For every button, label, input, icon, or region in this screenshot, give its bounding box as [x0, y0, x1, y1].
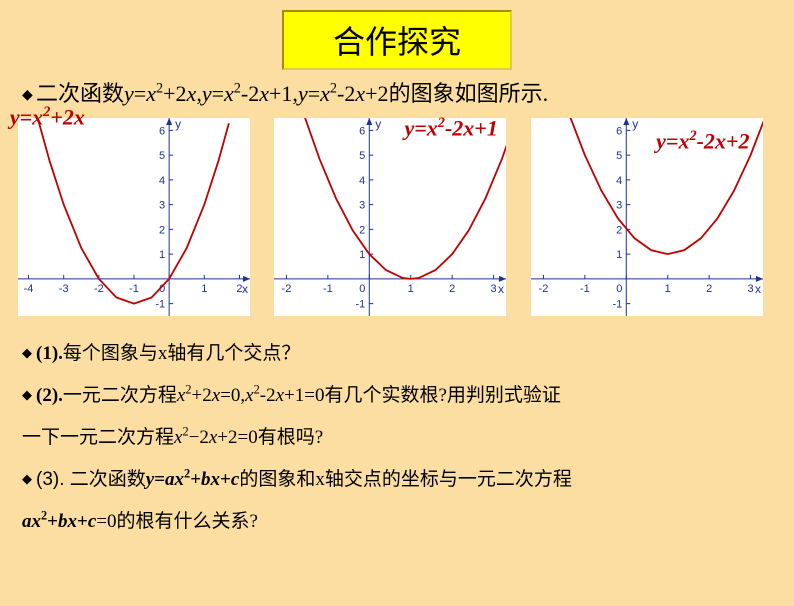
- chart-3-container: y=x2-2x+2 -2 -1 0 1 2 3 -1 1 2 3 4 5 6 x y: [531, 110, 776, 325]
- svg-text:-1: -1: [580, 283, 590, 295]
- questions-block: ◆(1).每个图象与x轴有几个交点？ ◆(2).一元二次方程x2+2x=0,x2…: [0, 325, 794, 541]
- svg-text:0: 0: [616, 283, 622, 295]
- svg-text:6: 6: [159, 125, 165, 137]
- chart-1: -4-3-2-1012-1123456xy: [18, 118, 250, 316]
- title-box: 合作探究: [282, 10, 512, 70]
- svg-text:6: 6: [360, 125, 366, 137]
- charts-row: y=x2+2x -4-3-2-1012-1123456xy y=x2-2x+1 …: [0, 110, 794, 325]
- svg-text:-3: -3: [59, 283, 69, 295]
- question-3b: ax2+bx+c=0的根有什么关系?: [22, 503, 774, 541]
- title-text: 合作探究: [333, 17, 461, 63]
- svg-text:0: 0: [360, 283, 366, 295]
- chart-2: -2 -1 0 1 2 3 -1 1 2 3 4 5 6 x y: [274, 118, 506, 316]
- svg-text:1: 1: [360, 249, 366, 261]
- intro-line: ◆二次函数y=x2+2x,y=x2-2x+1,y=x2-2x+2的图象如图所示.: [0, 76, 794, 108]
- svg-text:4: 4: [616, 175, 622, 187]
- svg-text:3: 3: [360, 200, 366, 212]
- svg-text:5: 5: [360, 150, 366, 162]
- svg-text:-2: -2: [539, 283, 549, 295]
- svg-text:1: 1: [159, 249, 165, 261]
- svg-text:3: 3: [616, 200, 622, 212]
- chart-1-container: y=x2+2x -4-3-2-1012-1123456xy: [18, 110, 263, 325]
- svg-text:-1: -1: [129, 283, 139, 295]
- svg-text:y: y: [376, 118, 382, 131]
- svg-text:1: 1: [665, 283, 671, 295]
- svg-text:3: 3: [491, 283, 497, 295]
- chart-2-container: y=x2-2x+1 -2 -1 0 1 2 3 -1 1 2 3 4 5 6 x y: [274, 110, 519, 325]
- bullet-icon: ◆: [22, 87, 36, 104]
- svg-text:4: 4: [360, 175, 366, 187]
- svg-text:-1: -1: [155, 299, 165, 311]
- svg-text:-4: -4: [23, 283, 33, 295]
- svg-text:2: 2: [450, 283, 456, 295]
- question-2b: 一下一元二次方程x2−2x+2=0有根吗?: [22, 419, 774, 457]
- svg-text:y: y: [175, 118, 181, 131]
- question-3: ◆(3). 二次函数y=ax2+bx+c的图象和x轴交点的坐标与一元二次方程: [22, 461, 774, 499]
- svg-text:2: 2: [159, 224, 165, 236]
- svg-text:6: 6: [616, 125, 622, 137]
- bullet-icon: ◆: [22, 382, 36, 408]
- svg-text:-1: -1: [323, 283, 333, 295]
- svg-text:1: 1: [408, 283, 414, 295]
- svg-text:3: 3: [748, 283, 754, 295]
- svg-text:2: 2: [616, 224, 622, 236]
- equation-label-2: y=x2-2x+1: [404, 115, 497, 141]
- equation-label-1: y=x2+2x: [10, 104, 85, 130]
- question-1: ◆(1).每个图象与x轴有几个交点？: [22, 335, 774, 373]
- svg-text:-2: -2: [94, 283, 104, 295]
- svg-text:1: 1: [616, 249, 622, 261]
- svg-text:-1: -1: [613, 299, 623, 311]
- svg-text:4: 4: [159, 175, 165, 187]
- svg-text:1: 1: [201, 283, 207, 295]
- bullet-icon: ◆: [22, 466, 36, 492]
- svg-text:-1: -1: [356, 299, 366, 311]
- svg-text:5: 5: [616, 150, 622, 162]
- svg-text:x: x: [498, 282, 504, 296]
- svg-text:2: 2: [360, 224, 366, 236]
- svg-text:-2: -2: [282, 283, 292, 295]
- equation-label-3: y=x2-2x+2: [656, 128, 749, 154]
- svg-text:5: 5: [159, 150, 165, 162]
- bullet-icon: ◆: [22, 340, 36, 366]
- svg-text:3: 3: [159, 200, 165, 212]
- question-2: ◆(2).一元二次方程x2+2x=0,x2-2x+1=0有几个实数根?用判别式验…: [22, 377, 774, 415]
- svg-text:y: y: [632, 118, 638, 131]
- svg-text:x: x: [242, 282, 248, 296]
- svg-text:2: 2: [706, 283, 712, 295]
- svg-text:x: x: [755, 282, 761, 296]
